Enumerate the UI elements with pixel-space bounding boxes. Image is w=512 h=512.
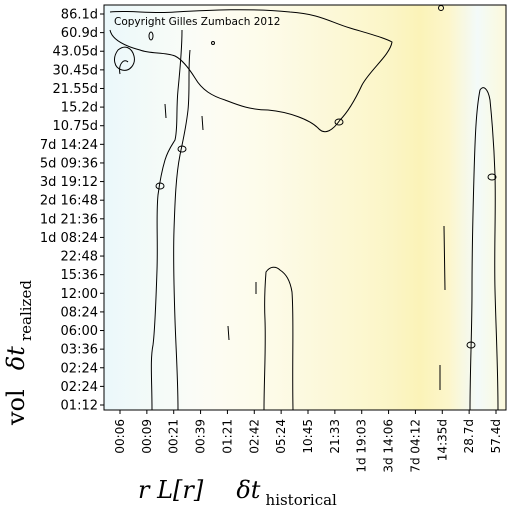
y-tick-label: 3d 19:12 [40,175,98,190]
contour-loop-left-mid [119,60,129,75]
y-tick-label: 22:48 [61,250,98,265]
y-tick-label: 08:24 [61,305,98,320]
contour-island-mid [263,266,294,411]
contour-small-loop-8 [211,41,215,45]
x-tick-label: 00:06 [113,419,127,454]
heatmap-plot-area [104,5,506,410]
x-tick-label: 57.4d [489,419,503,453]
svg-text:r L[r] δt historic: r L[r] δt historical [138,476,337,509]
x-axis-label-prefix: r L[r] [138,476,204,504]
x-tick-label: 7d 04:12 [408,419,422,473]
y-tick-label: 06:00 [61,324,98,339]
contour-small-loop-3 [155,182,165,190]
y-tick-label: 60.9d [61,26,98,41]
y-axis-label: vol δt realized [2,280,35,426]
y-tick-label: 2d 16:48 [40,194,98,209]
contour-right-loop [469,87,499,411]
contour-lines [109,5,499,411]
y-axis-label-subscript: realized [17,280,35,341]
y-tick-label: 15:36 [61,268,98,283]
copyright-text: Copyright Gilles Zumbach 2012 [114,16,280,28]
contour-tick-b [201,115,204,131]
contour-tick-a [164,103,167,119]
y-tick-label: 03:36 [61,343,98,358]
y-tick-label: 01:12 [61,399,98,414]
x-tick-label: 21:33 [328,419,342,454]
y-tick-label: 12:00 [61,287,98,302]
heatmap-surface [104,5,506,410]
contour-tick-d [227,325,230,341]
x-tick-label: 00:21 [167,419,181,454]
x-tick-label: 00:09 [140,419,154,454]
y-tick-label: 02:24 [61,380,98,395]
svg-text:vol δt realized: vol δt realized [2,280,35,426]
x-axis-label-symbol: δt [236,476,260,504]
y-tick-label: 02:24 [61,361,98,376]
y-axis-ticks: 86.1d 60.9d 43.05d 30.45d 21.55d 15.2d 10.75d 7… [40,8,104,414]
x-tick-label: 28.7d [462,419,476,453]
x-tick-label: 05:24 [274,419,288,454]
y-tick-label: 1d 08:24 [40,231,98,246]
x-tick-label: 1d 19:03 [355,419,369,473]
contour-small-loop-4 [334,118,344,126]
x-tick-label: 02:42 [247,419,261,454]
y-tick-label: 10.75d [53,119,98,134]
y-axis-label-prefix: vol [2,389,30,426]
contour-strip-left-2 [173,49,191,411]
y-tick-label: 21.55d [53,82,98,97]
y-tick-label: 30.45d [53,63,98,78]
contour-strip-left [150,29,183,411]
contour-tick-e [443,225,446,291]
x-tick-label: 10:45 [301,419,315,454]
x-axis-label: r L[r] δt historical [138,476,337,509]
contour-small-loop-7 [466,341,476,349]
x-tick-label: 3d 14:06 [382,419,396,473]
y-axis-label-symbol: δt [2,346,30,370]
plot-frame [103,4,507,411]
x-axis-label-subscript: historical [266,491,338,509]
y-tick-label: 5d 09:36 [40,156,98,171]
x-tick-label: 00:39 [194,419,208,454]
y-tick-label: 1d 21:36 [40,212,98,227]
y-tick-label: 15.2d [61,101,98,116]
contour-small-loop-2 [177,145,187,153]
contour-line-upper-band [109,9,393,133]
y-tick-label: 86.1d [61,8,98,23]
y-tick-label: 7d 14:24 [40,138,98,153]
contour-loop-left-top [114,46,135,71]
x-axis-ticks: 00:06 00:09 00:21 00:39 01:21 02:42 05:24 10:45… [113,410,503,473]
x-tick-label: 14:35d [435,419,449,461]
contour-small-loop-6 [487,173,497,181]
y-tick-label: 43.05d [53,45,98,60]
x-tick-label: 01:21 [220,419,234,454]
contour-small-loop-1 [148,31,154,41]
